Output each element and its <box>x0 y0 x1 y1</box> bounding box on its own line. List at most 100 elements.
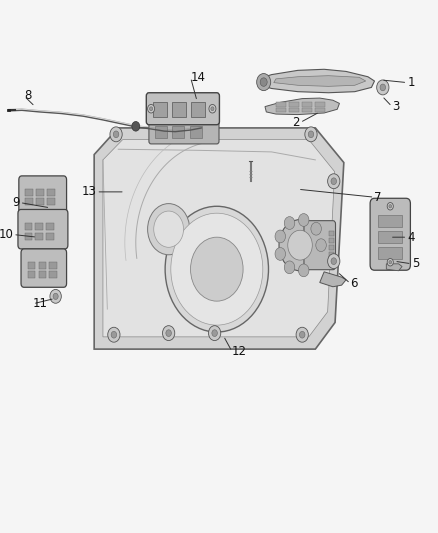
Bar <box>39 271 46 278</box>
Text: 1: 1 <box>407 76 415 89</box>
Text: 7: 7 <box>374 191 382 204</box>
Circle shape <box>108 327 120 342</box>
Circle shape <box>389 261 392 264</box>
Polygon shape <box>320 272 346 287</box>
Bar <box>47 198 55 205</box>
Circle shape <box>380 84 385 91</box>
Circle shape <box>377 80 389 95</box>
Circle shape <box>260 78 267 86</box>
Circle shape <box>209 104 216 113</box>
FancyBboxPatch shape <box>18 209 68 249</box>
Bar <box>49 271 57 278</box>
Text: 10: 10 <box>0 228 13 241</box>
Bar <box>155 126 167 138</box>
Circle shape <box>212 330 217 336</box>
Circle shape <box>148 104 155 113</box>
Circle shape <box>296 327 308 342</box>
Text: 3: 3 <box>392 100 399 113</box>
Bar <box>35 223 43 230</box>
Circle shape <box>316 239 326 252</box>
Circle shape <box>110 127 122 142</box>
Circle shape <box>308 131 314 138</box>
Polygon shape <box>103 140 335 337</box>
Polygon shape <box>274 76 366 86</box>
Text: 13: 13 <box>81 185 96 198</box>
Bar <box>25 233 32 240</box>
Circle shape <box>191 237 243 301</box>
Bar <box>289 102 299 107</box>
Bar <box>36 189 44 196</box>
Circle shape <box>328 254 340 269</box>
Bar <box>172 102 186 117</box>
Bar <box>153 102 167 117</box>
Bar <box>329 231 334 236</box>
Bar <box>46 223 54 230</box>
Bar <box>378 231 402 243</box>
Circle shape <box>50 289 61 303</box>
FancyBboxPatch shape <box>149 119 219 144</box>
Bar <box>190 126 202 138</box>
Bar <box>46 233 54 240</box>
FancyBboxPatch shape <box>146 93 219 125</box>
Circle shape <box>148 204 190 255</box>
Bar <box>315 108 325 112</box>
Bar <box>276 108 286 112</box>
Circle shape <box>257 74 271 91</box>
Circle shape <box>387 259 393 266</box>
Circle shape <box>208 326 221 341</box>
Bar <box>276 102 286 107</box>
Bar <box>302 102 312 107</box>
Bar <box>378 215 402 227</box>
Bar <box>191 102 205 117</box>
Bar <box>302 108 312 112</box>
Circle shape <box>275 247 286 260</box>
Text: 4: 4 <box>407 231 415 244</box>
Bar <box>36 198 44 205</box>
Circle shape <box>211 107 214 111</box>
FancyBboxPatch shape <box>19 176 67 214</box>
Bar <box>289 108 299 112</box>
Circle shape <box>154 211 184 247</box>
Bar <box>378 247 402 259</box>
Circle shape <box>279 220 321 271</box>
Polygon shape <box>94 128 344 349</box>
Text: 11: 11 <box>33 297 48 310</box>
FancyBboxPatch shape <box>21 249 67 287</box>
Circle shape <box>387 203 393 210</box>
Circle shape <box>165 206 268 332</box>
Circle shape <box>328 174 340 189</box>
Bar <box>35 233 43 240</box>
Circle shape <box>111 332 117 338</box>
Circle shape <box>300 332 305 338</box>
Circle shape <box>298 214 309 227</box>
Bar <box>329 259 334 264</box>
Text: 12: 12 <box>232 345 247 358</box>
FancyBboxPatch shape <box>370 198 410 270</box>
Circle shape <box>132 122 140 131</box>
Circle shape <box>389 205 392 208</box>
Circle shape <box>53 293 58 300</box>
Circle shape <box>149 107 153 111</box>
Bar <box>25 198 33 205</box>
Text: 5: 5 <box>412 257 419 270</box>
Circle shape <box>284 261 295 274</box>
Circle shape <box>288 230 312 260</box>
Circle shape <box>275 230 286 243</box>
Bar <box>28 271 35 278</box>
Circle shape <box>331 178 336 184</box>
Bar <box>28 262 35 269</box>
Circle shape <box>162 326 175 341</box>
Circle shape <box>284 216 295 229</box>
Bar <box>329 238 334 243</box>
Bar <box>25 223 32 230</box>
Bar <box>25 189 33 196</box>
Text: 6: 6 <box>350 277 358 290</box>
Polygon shape <box>265 98 339 115</box>
FancyBboxPatch shape <box>304 221 336 270</box>
Circle shape <box>113 131 119 138</box>
Circle shape <box>331 258 336 264</box>
Circle shape <box>298 264 309 277</box>
Bar <box>49 262 57 269</box>
Bar <box>315 102 325 107</box>
Circle shape <box>166 330 171 336</box>
